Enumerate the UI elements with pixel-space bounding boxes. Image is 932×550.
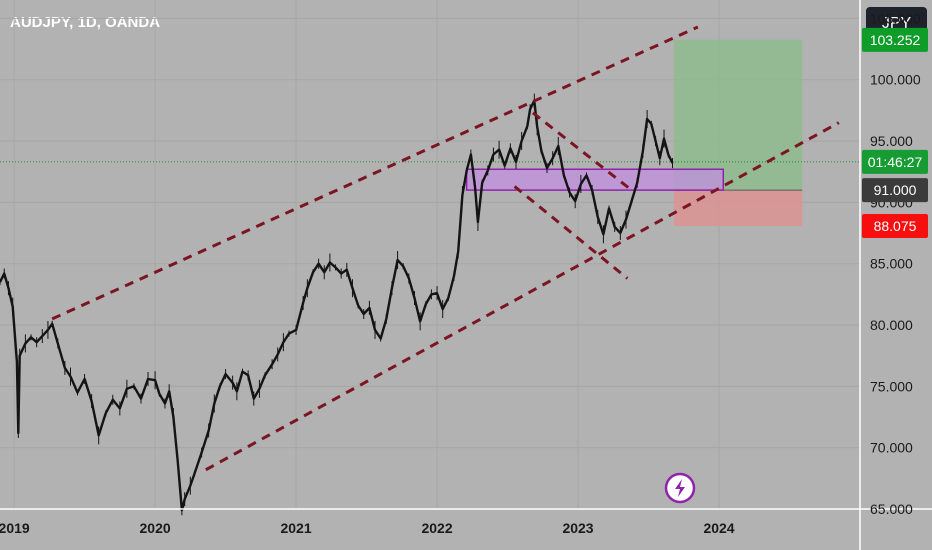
loss-zone	[673, 190, 803, 226]
y-tick-label-0: 105.000	[870, 10, 921, 26]
y-tick-label-7: 70.000	[870, 440, 913, 456]
entry-price-badge: 91.000	[874, 182, 917, 198]
channel-lower-line	[205, 121, 840, 472]
y-tick-label-5: 80.000	[870, 317, 913, 333]
y-tick-label-4: 85.000	[870, 256, 913, 272]
x-tick-label-1: 2020	[140, 520, 171, 536]
profit-zone	[673, 39, 803, 191]
y-tick-label-1: 100.000	[870, 72, 921, 88]
support-zone	[465, 168, 724, 191]
x-tick-label-0: 2019	[0, 520, 30, 536]
target-price-badge-bg	[862, 27, 928, 52]
stop-price-badge-bg	[862, 213, 928, 238]
inner-trend-line-lower	[513, 185, 629, 280]
y-tick-label-2: 95.000	[870, 133, 913, 149]
inner-trend-line-upper	[531, 111, 633, 192]
y-tick-label-8: 65.000	[870, 501, 913, 517]
x-tick-label-3: 2022	[421, 520, 452, 536]
y-tick-label-6: 75.000	[870, 378, 913, 394]
x-tick-label-5: 2024	[703, 520, 734, 536]
target-price-badge: 103.252	[870, 32, 921, 48]
entry-price-badge-bg	[862, 178, 928, 203]
channel-upper-line	[51, 25, 699, 321]
x-tick-label-2: 2021	[280, 520, 311, 536]
countdown-badge: 01:46:27	[868, 154, 923, 170]
x-tick-label-4: 2023	[562, 520, 593, 536]
stop-price-badge: 88.075	[874, 218, 917, 234]
countdown-badge-bg	[862, 149, 928, 174]
lightning-bolt-shape	[675, 479, 685, 497]
price-series	[0, 99, 674, 512]
